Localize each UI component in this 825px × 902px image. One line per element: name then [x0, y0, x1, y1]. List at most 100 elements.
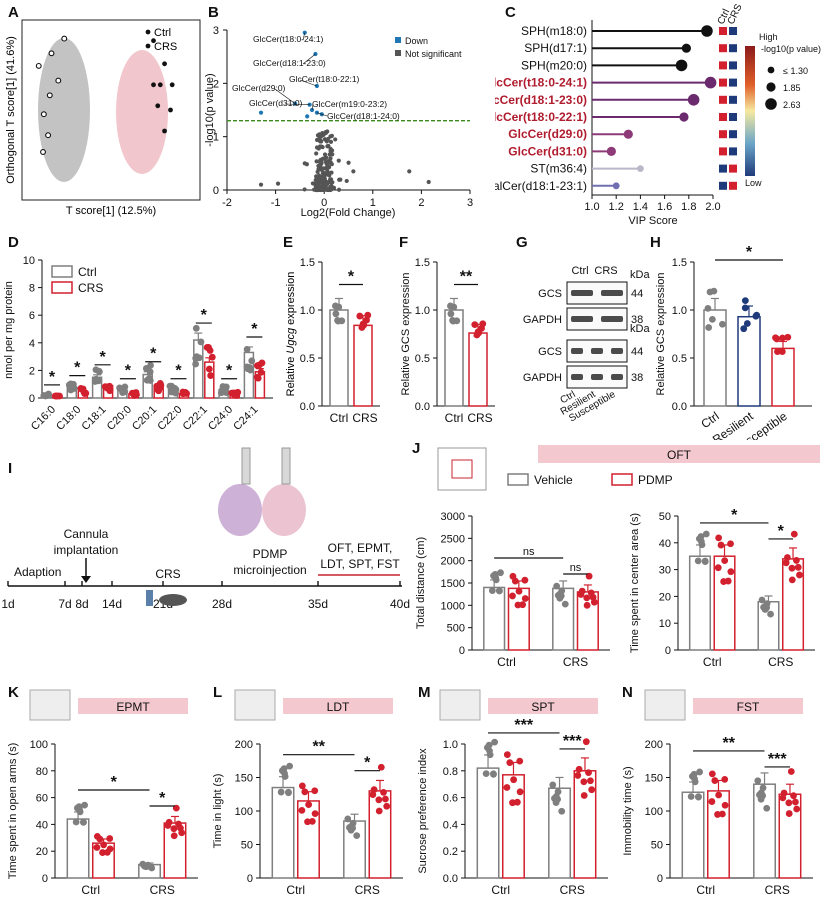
- ns-point: [321, 166, 326, 171]
- significance-label: *: [175, 363, 182, 380]
- data-point: [583, 601, 591, 609]
- brain-left: [218, 484, 262, 536]
- brain-right: [262, 484, 306, 536]
- data-point: [453, 317, 461, 325]
- panel-f-bars: 0.0 0.5 1.0 1.5 ** Ctrl CRS Relative GCS expres…: [400, 257, 495, 425]
- data-point: [588, 786, 596, 794]
- y-tick-label: 2: [213, 78, 219, 90]
- y-tick-label: 0: [29, 393, 35, 405]
- ns-point: [317, 183, 322, 189]
- blot-col-label: CRS: [594, 265, 617, 277]
- bar: [681, 791, 705, 879]
- heat-cell-crs: [729, 61, 737, 70]
- blot-band: [571, 374, 583, 380]
- title-box: [488, 698, 598, 714]
- x-tick-label: C24:0: [206, 404, 235, 433]
- timeline-day: 14d: [102, 597, 122, 611]
- data-point: [497, 569, 504, 577]
- ns-point: [329, 162, 334, 167]
- pdmp-label: PDMP: [253, 547, 288, 561]
- x-tick-label: -2: [222, 197, 232, 209]
- data-point: [721, 801, 729, 809]
- ns-point: [328, 177, 334, 182]
- colorbar-high: High: [759, 32, 778, 42]
- annotation-label: GlcCer(t18:0-24:1): [253, 34, 324, 44]
- heat-cell-ctrl: [719, 78, 727, 87]
- heat-cell-crs: [729, 130, 737, 139]
- ns-point: [318, 139, 323, 144]
- blot-col-label: Ctrl: [571, 265, 588, 277]
- label-n: N: [622, 684, 633, 701]
- panel-c-lollipop: 1.0 1.2 1.4 1.6 1.8 2.0 VIP Score SPH(m18:0) SPH…: [495, 2, 821, 227]
- x-tick-label: Ctrl: [330, 411, 349, 425]
- ns-point: [275, 181, 281, 186]
- data-point: [486, 747, 493, 755]
- significance-label: **: [723, 735, 736, 752]
- data-point: [100, 841, 108, 849]
- y-tick-label: 80: [36, 766, 48, 778]
- panel-title: EPMT: [116, 700, 150, 714]
- data-point: [575, 765, 583, 773]
- lollipop-head: [637, 165, 644, 173]
- x-tick-label: 1.2: [609, 201, 624, 213]
- data-point: [148, 864, 156, 872]
- data-point: [774, 348, 781, 355]
- y-axis-label: Total distance (cm): [415, 537, 427, 629]
- ctrl-point: [55, 77, 62, 84]
- bar: [353, 324, 373, 407]
- tests-label: OFT, EPMT,: [328, 541, 393, 555]
- label-f: F: [399, 234, 409, 251]
- data-point: [363, 316, 370, 324]
- data-point: [146, 368, 154, 376]
- lipid-label: GlcCer(d29:0): [508, 127, 587, 141]
- y-tick-label: 100: [235, 806, 253, 818]
- data-point: [521, 576, 529, 584]
- ns-point: [323, 130, 329, 135]
- data-point: [205, 365, 213, 373]
- panel-d-bars: 0 2 4 6 8 10 * C16:0 * C18:0 * C18:1 * C20:0 * C20:1 * C2…: [3, 255, 273, 433]
- data-point: [311, 787, 319, 795]
- ctrl-confidence-ellipse: [38, 38, 90, 182]
- blot-band: [611, 374, 623, 380]
- y-tick-label: 2000: [441, 556, 465, 568]
- apparatus-icon: [644, 689, 686, 721]
- y-tick-label: 150: [645, 773, 663, 785]
- lollipop-head: [675, 59, 688, 72]
- x-tick-label: 3: [467, 197, 473, 209]
- ns-point: [329, 184, 334, 189]
- significance-label: **: [460, 268, 473, 285]
- lipid-label: GalCer(d18:1-23:1): [495, 179, 587, 193]
- heat-cell-ctrl: [719, 181, 727, 190]
- y-tick-label: 0.0: [443, 873, 458, 885]
- significance-label: ns: [570, 562, 582, 574]
- x-tick-label: CRS: [563, 655, 588, 669]
- heat-cell-crs: [729, 164, 737, 173]
- data-point: [375, 796, 383, 804]
- ns-point: [310, 181, 315, 186]
- lipid-label: SPH(d17:1): [524, 41, 587, 55]
- heat-cell-ctrl: [719, 113, 727, 121]
- data-point: [193, 353, 201, 361]
- data-point: [179, 390, 187, 398]
- data-point: [772, 334, 779, 342]
- cannula-label: implantation: [54, 543, 119, 557]
- data-point: [509, 592, 516, 600]
- heat-cell-crs: [729, 113, 737, 121]
- legend-crs-label: CRS: [154, 41, 177, 53]
- y-axis-label: Time spent in center area (s): [629, 513, 641, 653]
- crs-point: [162, 128, 167, 134]
- x-tick-label: 1.4: [633, 201, 648, 213]
- ns-point: [317, 159, 322, 165]
- blot-band: [611, 348, 623, 354]
- data-point: [99, 849, 106, 856]
- y-tick-label: 0.0: [415, 401, 430, 413]
- data-point: [254, 374, 262, 382]
- ns-point: [336, 158, 341, 163]
- data-point: [553, 582, 561, 590]
- timeline-day: 28d: [212, 597, 232, 611]
- arena-icon: [437, 447, 487, 491]
- data-point: [782, 559, 790, 567]
- data-point: [218, 387, 226, 395]
- data-point: [301, 788, 309, 796]
